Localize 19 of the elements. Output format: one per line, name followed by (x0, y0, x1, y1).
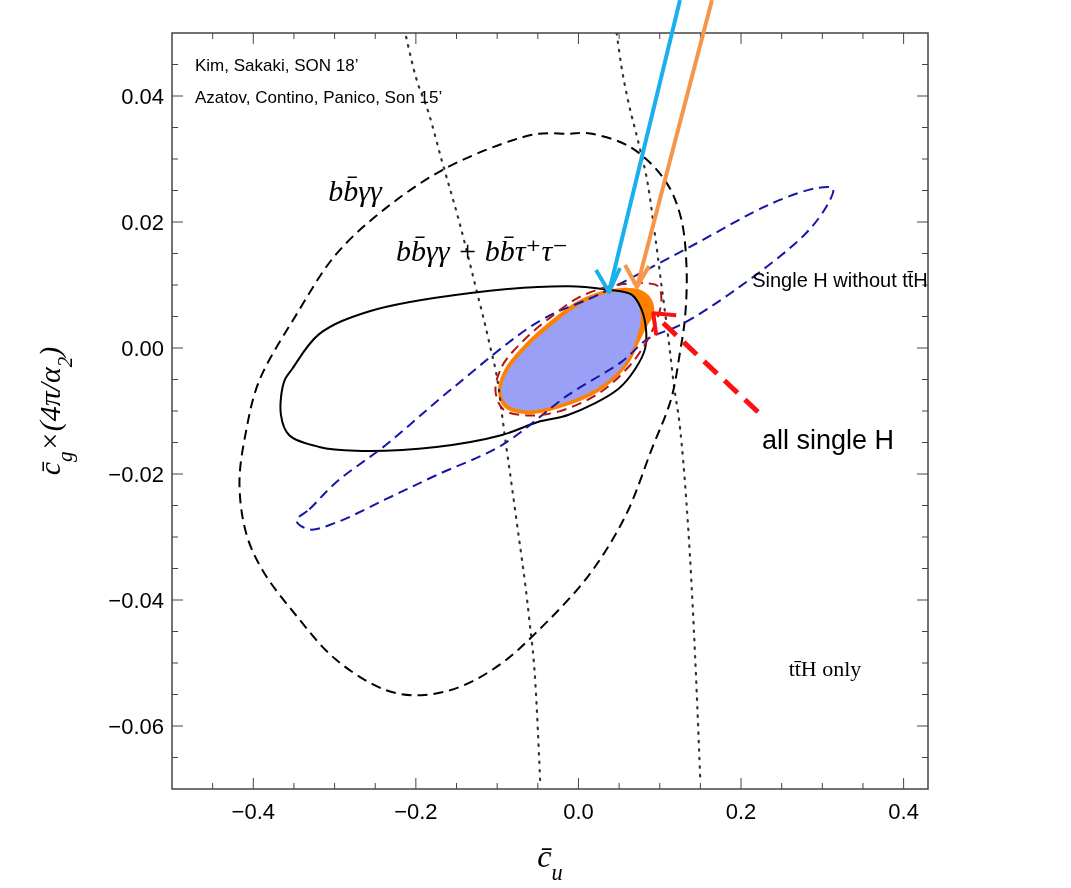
y-tick-label: 0.04 (121, 83, 164, 109)
annotation: all single H (761, 425, 895, 456)
annotation: bb̄γγ + bb̄τ⁺τ⁻ (395, 233, 569, 267)
annotation: Azatov, Contino, Panico, Son 15’ (195, 87, 443, 107)
x-tick-label: 0.4 (888, 799, 919, 824)
y-tick-label: 0.02 (121, 209, 164, 235)
x-tick-label: 0.0 (563, 799, 594, 824)
x-axis-title: c̄$_{u}$ (537, 838, 563, 885)
x-tick-label: −0.2 (394, 799, 438, 824)
annotation: tt̄H only (788, 655, 862, 681)
x-tick-label: 0.2 (725, 799, 757, 824)
x-tick-label: −0.4 (231, 799, 276, 824)
annotation: Kim, Sakaki, SON 18’ (195, 55, 359, 75)
annotation: Single H without tt̄H (752, 269, 928, 291)
y-tick-label: 0.00 (121, 335, 164, 361)
y-tick-label: −0.06 (108, 713, 164, 739)
y-tick-label: −0.02 (108, 461, 164, 487)
annotation: bb̄γγ (328, 173, 383, 207)
y-tick-label: −0.04 (108, 587, 164, 613)
